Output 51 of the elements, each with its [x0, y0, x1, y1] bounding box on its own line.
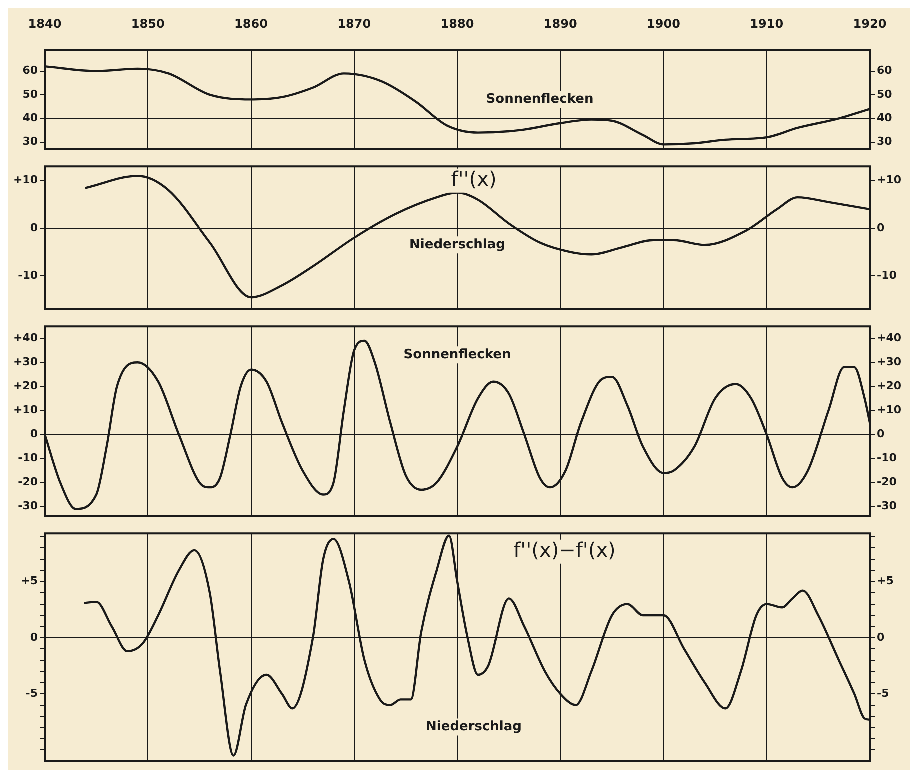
y2-tick-label: 0 [877, 428, 885, 441]
y2-tick-label: -5 [877, 686, 890, 700]
y-tick-label: +40 [13, 331, 38, 344]
y2-tick-label: +10 [877, 174, 902, 187]
y-tick-label: 40 [22, 111, 38, 124]
annotation: Niederschlag [410, 238, 506, 253]
y2-tick-label: +10 [877, 404, 902, 417]
y2-tick-label: 0 [877, 221, 885, 234]
y2-tick-label: -20 [877, 476, 898, 489]
x-tick-label: 1840 [28, 16, 62, 31]
y-tick-label: -10 [18, 268, 38, 282]
y-tick-label: -5 [26, 686, 38, 700]
y2-tick-label: 50 [877, 88, 893, 101]
y-tick-label: 0 [30, 630, 38, 644]
y-tick-label: +30 [13, 355, 38, 368]
annotation: Sonnenflecken [404, 347, 512, 362]
y-tick-label: +10 [13, 174, 38, 187]
y2-tick-label: -10 [877, 452, 898, 465]
y2-tick-label: +40 [877, 331, 902, 344]
x-tick-label: 1850 [131, 16, 165, 31]
y-tick-label: 50 [22, 88, 38, 101]
y-tick-label: +5 [21, 574, 38, 588]
y-tick-label: -10 [18, 452, 38, 465]
y2-tick-label: -10 [877, 268, 898, 282]
y-tick-label: -30 [18, 500, 38, 513]
annotation: Niederschlag [426, 720, 522, 735]
annotation: f''(x) [451, 167, 497, 192]
y-tick-label: 0 [30, 221, 38, 234]
y2-tick-label: 60 [877, 64, 893, 78]
x-tick-label: 1910 [750, 16, 784, 31]
x-tick-label: 1870 [338, 16, 372, 31]
annotation: f''(x)−f'(x) [514, 538, 616, 562]
y2-tick-label: +20 [877, 380, 902, 393]
y2-tick-label: 0 [877, 630, 885, 644]
x-tick-label: 1920 [853, 16, 887, 31]
x-tick-label: 1880 [440, 16, 474, 31]
y2-tick-label: 40 [877, 111, 893, 124]
y-tick-label: +10 [13, 404, 38, 417]
y2-tick-label: +5 [877, 574, 894, 588]
y2-tick-label: 30 [877, 135, 893, 148]
y-tick-label: 0 [30, 428, 38, 441]
annotation: Sonnenflecken [486, 92, 594, 108]
y-tick-label: +20 [13, 380, 38, 393]
y-tick-label: -20 [18, 476, 38, 489]
x-tick-label: 1900 [647, 16, 680, 31]
x-tick-label: 1860 [234, 16, 268, 31]
x-tick-label: 1890 [544, 16, 578, 31]
y-tick-label: 30 [22, 135, 38, 148]
y2-tick-label: -30 [877, 500, 898, 513]
y2-tick-label: +30 [877, 355, 902, 368]
y-tick-label: 60 [22, 64, 38, 78]
